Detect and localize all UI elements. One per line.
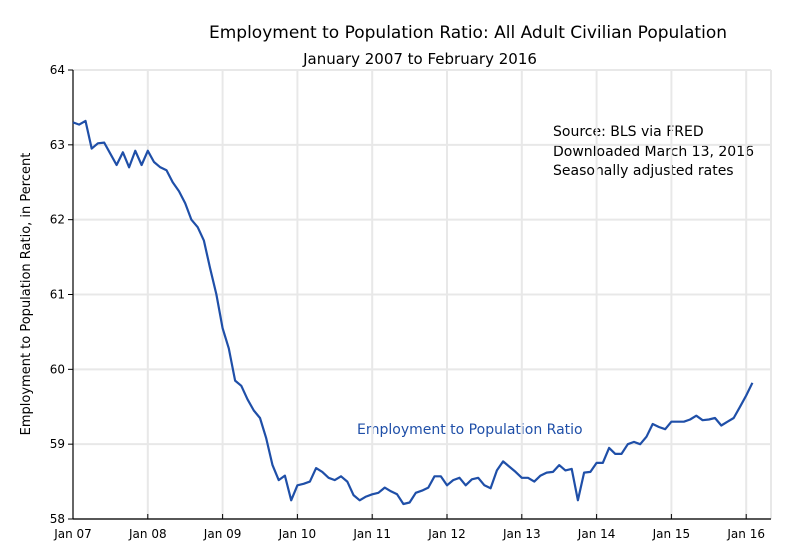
y-tick-label: 61: [50, 288, 65, 302]
series-label: Employment to Population Ratio: [357, 422, 583, 438]
annotation-source: Source: BLS via FRED: [553, 124, 704, 140]
chart-subtitle: January 2007 to February 2016: [302, 50, 537, 68]
y-tick-label: 60: [50, 362, 65, 376]
y-tick-label: 64: [50, 63, 65, 77]
series-line: [72, 119, 754, 506]
y-axis-label: Employment to Population Ratio, in Perce…: [19, 153, 34, 436]
x-tick-label: Jan 08: [128, 527, 167, 541]
x-tick-label: Jan 14: [577, 527, 616, 541]
x-tick-label: Jan 10: [278, 527, 317, 541]
x-tick-label: Jan 09: [203, 527, 242, 541]
chart-title: Employment to Population Ratio: All Adul…: [209, 23, 727, 43]
x-tick-label: Jan 13: [502, 527, 541, 541]
y-tick-label: 58: [50, 512, 65, 526]
y-tick-label: 62: [50, 213, 65, 227]
x-tick-label: Jan 11: [352, 527, 391, 541]
x-tick-label: Jan 15: [652, 527, 691, 541]
x-tick-label: Jan 12: [427, 527, 466, 541]
annotation-downloaded: Downloaded March 13, 2016: [553, 144, 754, 160]
annotation-seasonal: Seasonally adjusted rates: [553, 163, 734, 179]
x-tick-label: Jan 07: [53, 527, 92, 541]
y-tick-label: 63: [50, 138, 65, 152]
y-tick-label: 59: [50, 437, 65, 451]
x-tick-label: Jan 16: [726, 527, 765, 541]
